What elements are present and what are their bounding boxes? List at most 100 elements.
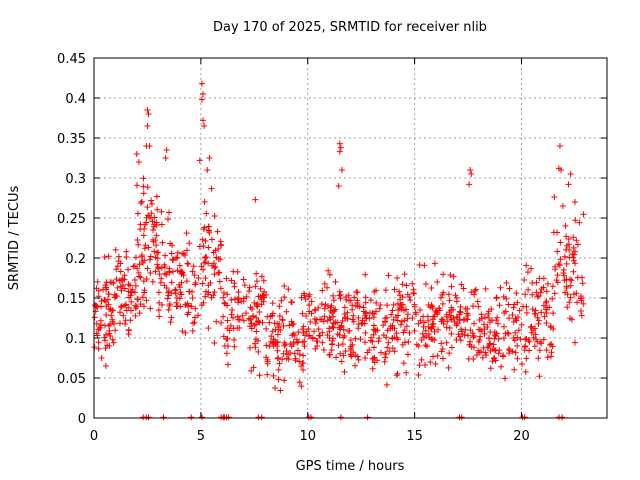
data-point: [398, 318, 405, 325]
data-point: [496, 302, 503, 309]
data-point: [110, 280, 117, 287]
x-tick-label: 15: [406, 429, 423, 444]
data-point: [435, 326, 442, 333]
data-point: [240, 276, 247, 283]
data-point: [521, 277, 528, 284]
data-point: [448, 344, 455, 351]
data-point: [121, 285, 128, 292]
data-point: [460, 285, 467, 292]
data-point: [173, 299, 180, 306]
data-point: [362, 339, 369, 346]
data-point: [464, 316, 471, 323]
data-point: [526, 338, 533, 345]
data-point: [217, 285, 224, 292]
data-point: [147, 253, 154, 260]
data-point: [231, 296, 238, 303]
data-point: [483, 352, 490, 359]
data-point: [485, 335, 492, 342]
data-point: [382, 318, 389, 325]
data-point: [478, 315, 485, 322]
data-point: [126, 282, 133, 289]
data-point: [326, 335, 333, 342]
data-point: [250, 364, 257, 371]
data-point: [252, 283, 259, 290]
data-point: [253, 302, 260, 309]
data-point: [390, 301, 397, 308]
data-point: [528, 323, 535, 330]
data-point: [523, 309, 530, 316]
data-point: [577, 308, 584, 315]
data-point: [215, 270, 222, 277]
data-point: [462, 326, 469, 333]
data-point: [405, 338, 412, 345]
data-point: [311, 328, 318, 335]
data-point: [156, 313, 163, 320]
data-point: [106, 327, 113, 334]
data-point: [123, 301, 130, 308]
data-point: [557, 239, 564, 246]
data-point: [430, 353, 437, 360]
data-point: [195, 312, 202, 319]
data-point: [554, 229, 561, 236]
data-point: [139, 257, 146, 264]
data-point: [288, 343, 295, 350]
data-point: [132, 282, 139, 289]
data-point: [142, 242, 149, 249]
data-point: [354, 353, 361, 360]
data-point: [236, 324, 243, 331]
data-point: [125, 266, 132, 273]
data-point: [127, 317, 134, 324]
data-point: [202, 275, 209, 282]
data-point: [383, 314, 390, 321]
data-point: [134, 210, 141, 217]
data-point: [200, 91, 207, 97]
data-point: [438, 348, 445, 355]
data-point: [404, 315, 411, 322]
data-point: [216, 278, 223, 285]
data-point: [231, 283, 238, 290]
data-point: [573, 237, 580, 244]
data-point: [228, 311, 235, 318]
data-point: [119, 281, 126, 288]
data-point: [369, 310, 376, 317]
data-point: [143, 143, 150, 149]
data-point: [140, 303, 147, 310]
data-point: [281, 339, 288, 346]
data-point: [257, 285, 264, 292]
data-point: [158, 275, 165, 282]
data-point: [332, 278, 339, 285]
data-point: [198, 414, 205, 421]
data-point: [563, 260, 570, 267]
data-point: [211, 289, 218, 296]
data-point: [378, 349, 385, 356]
data-point: [554, 272, 561, 279]
data-point: [429, 305, 436, 312]
data-point: [253, 314, 260, 321]
data-point: [281, 377, 288, 384]
data-point: [513, 317, 520, 324]
data-point: [446, 297, 453, 304]
data-point: [368, 334, 375, 341]
data-point: [342, 294, 349, 301]
data-point: [121, 302, 128, 309]
data-point: [248, 325, 255, 332]
data-point: [509, 311, 516, 318]
data-point: [318, 300, 325, 307]
data-point: [563, 233, 570, 240]
data-point: [235, 289, 242, 296]
data-point: [208, 185, 215, 192]
x-tick-label: 5: [197, 429, 205, 444]
data-point: [122, 320, 129, 327]
data-point: [306, 291, 313, 298]
data-point: [132, 254, 139, 261]
data-point: [287, 350, 294, 357]
data-point: [298, 383, 305, 390]
data-point: [400, 360, 407, 367]
data-point: [499, 353, 506, 360]
data-point: [347, 297, 354, 304]
data-point: [319, 287, 326, 294]
data-point: [224, 302, 231, 309]
data-point: [120, 312, 127, 319]
data-point: [470, 303, 477, 310]
data-point: [300, 359, 307, 366]
